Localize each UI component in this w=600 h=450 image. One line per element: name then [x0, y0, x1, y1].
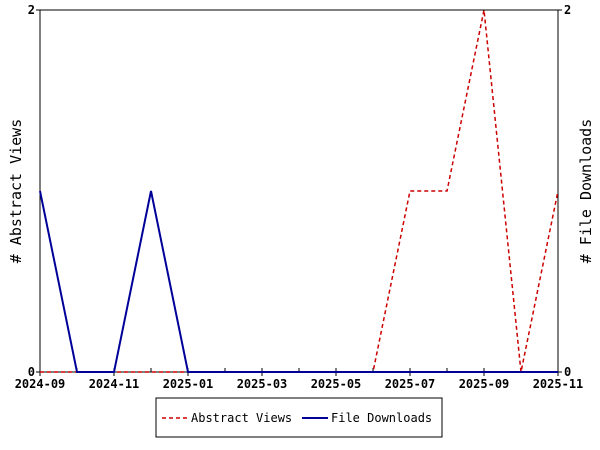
x-tick-label: 2024-09 — [15, 377, 66, 391]
y-tick-label-right: 2 — [564, 3, 571, 17]
series-layer — [39, 9, 559, 373]
legend: Abstract Views File Downloads — [155, 397, 443, 438]
legend-label-file-downloads: File Downloads — [331, 411, 432, 425]
x-axis-ticks: 2024-09 2024-11 2025-01 2025-03 2025-05 2025-… — [15, 368, 584, 391]
y-tick-label-left: 0 — [28, 365, 35, 379]
y-axis-ticks: 0 2 0 2 — [28, 3, 571, 379]
x-tick-label: 2025-05 — [311, 377, 362, 391]
series-line-file-downloads — [39, 190, 558, 373]
y-tick-label-left: 2 — [28, 3, 35, 17]
x-tick-label: 2025-01 — [163, 377, 214, 391]
x-tick-label: 2025-09 — [459, 377, 510, 391]
x-tick-label: 2024-11 — [89, 377, 140, 391]
y-axis-title-right: # File Downloads — [577, 119, 595, 264]
legend-box — [155, 397, 443, 438]
legend-label-abstract-views: Abstract Views — [191, 411, 292, 425]
x-tick-label: 2025-07 — [385, 377, 436, 391]
x-tick-label: 2025-11 — [533, 377, 584, 391]
y-axis-title-left: # Abstract Views — [7, 119, 25, 264]
y-tick-label-right: 0 — [564, 365, 571, 379]
x-tick-label: 2025-03 — [237, 377, 288, 391]
